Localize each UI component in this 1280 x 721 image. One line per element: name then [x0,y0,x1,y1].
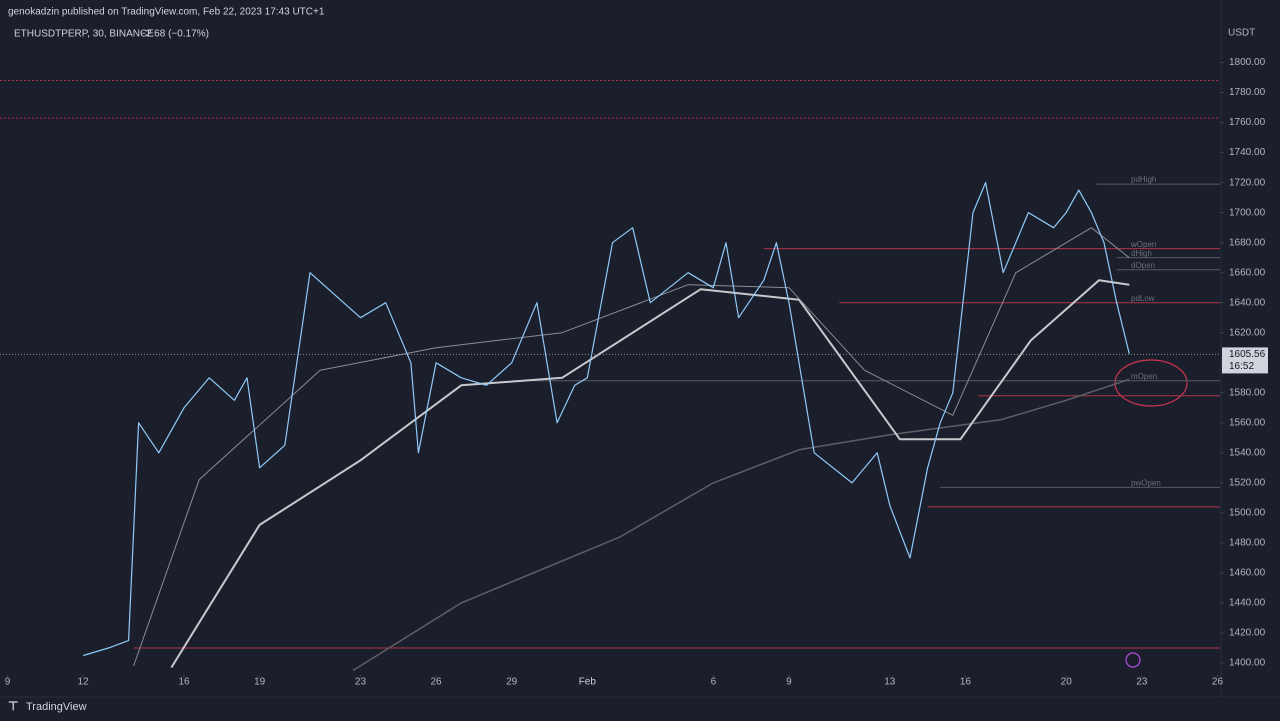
last-price-label: 1605.56 [1229,349,1266,360]
x-tick-label: Feb [579,677,597,688]
x-tick-label: 6 [711,677,717,688]
level-label: dHigh [1131,249,1152,258]
x-tick-label: 16 [960,677,972,688]
alert-icon[interactable] [1125,652,1141,668]
x-tick-label: 26 [431,677,443,688]
y-tick-label: 1760.00 [1229,117,1266,128]
level-label: mOpen [1131,372,1157,381]
x-tick-label: 9 [5,677,11,688]
level-label: wOpen [1130,240,1156,249]
y-tick-label: 1780.00 [1229,87,1266,98]
x-tick-label: 13 [884,677,896,688]
y-tick-label: 1420.00 [1229,628,1266,639]
x-tick-label: 12 [78,677,90,688]
level-label: pdHigh [1131,175,1156,184]
x-tick-label: 20 [1061,677,1073,688]
symbol: ETHUSDTPERP, 30, BINANCE [14,29,154,40]
level-label: pdLow [1131,294,1155,303]
y-tick-label: 1520.00 [1229,477,1266,488]
y-tick-label: 1800.00 [1229,57,1266,68]
x-tick-label: 16 [178,677,190,688]
countdown-label: 16:52 [1229,361,1254,372]
y-tick-label: 1500.00 [1229,508,1266,519]
y-tick-label: 1440.00 [1229,598,1266,609]
footer: TradingView [26,701,87,713]
y-tick-label: 1480.00 [1229,538,1266,549]
y-tick-label: 1560.00 [1229,417,1266,428]
last-price-box [1222,347,1268,374]
y-tick-label: 1680.00 [1229,237,1266,248]
x-tick-label: 9 [786,677,792,688]
y-tick-label: 1620.00 [1229,327,1266,338]
logo: ⊤ [8,699,18,713]
y-tick-label: 1460.00 [1229,568,1266,579]
x-tick-label: 29 [506,677,518,688]
y-tick-label: 1660.00 [1229,267,1266,278]
y-tick-label: 1580.00 [1229,387,1266,398]
moving-average [170,279,1130,669]
x-tick-label: 26 [1212,677,1224,688]
currency: USDT [1228,28,1255,39]
header: genokadzin published on TradingView.com,… [8,7,325,18]
y-tick-label: 1640.00 [1229,297,1266,308]
x-tick-label: 23 [355,677,367,688]
y-tick-label: 1720.00 [1229,177,1266,188]
annotation-circle [1114,359,1188,407]
x-tick-label: 19 [254,677,266,688]
x-tick-label: 23 [1136,677,1148,688]
price-line [83,182,1130,657]
change: −2.68 (−0.17%) [140,29,209,40]
level-label: dOpen [1131,261,1155,270]
moving-average [352,378,1130,672]
y-tick-label: 1740.00 [1229,147,1266,158]
y-tick-label: 1700.00 [1229,207,1266,218]
moving-average [133,227,1130,667]
y-tick-label: 1400.00 [1229,658,1266,669]
level-label: pwOpen [1131,478,1161,487]
y-tick-label: 1540.00 [1229,447,1266,458]
